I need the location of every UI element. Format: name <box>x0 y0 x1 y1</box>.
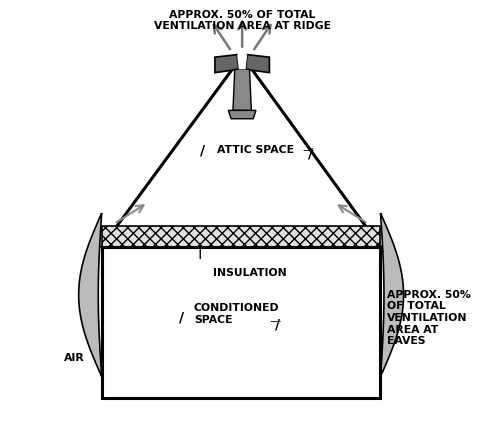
Polygon shape <box>246 54 269 73</box>
Text: —: — <box>303 145 314 155</box>
Polygon shape <box>237 52 247 69</box>
Text: /: / <box>275 317 280 331</box>
Polygon shape <box>233 69 251 111</box>
Text: APPROX. 50% OF TOTAL
VENTILATION AREA AT RIDGE: APPROX. 50% OF TOTAL VENTILATION AREA AT… <box>154 10 330 31</box>
Text: APPROX. 50%
OF TOTAL
VENTILATION
AREA AT
EAVES: APPROX. 50% OF TOTAL VENTILATION AREA AT… <box>387 289 471 346</box>
Polygon shape <box>102 226 380 246</box>
Text: —: — <box>269 316 281 326</box>
Text: INSULATION: INSULATION <box>213 268 287 278</box>
Text: /: / <box>179 311 184 325</box>
Text: /: / <box>200 143 205 157</box>
Text: AIR: AIR <box>64 353 85 363</box>
Text: ATTIC SPACE: ATTIC SPACE <box>217 145 294 155</box>
Polygon shape <box>79 213 102 376</box>
Polygon shape <box>215 54 239 73</box>
Polygon shape <box>228 111 256 119</box>
Text: /: / <box>308 146 314 160</box>
Polygon shape <box>380 213 404 376</box>
Text: CONDITIONED
SPACE: CONDITIONED SPACE <box>194 303 280 325</box>
